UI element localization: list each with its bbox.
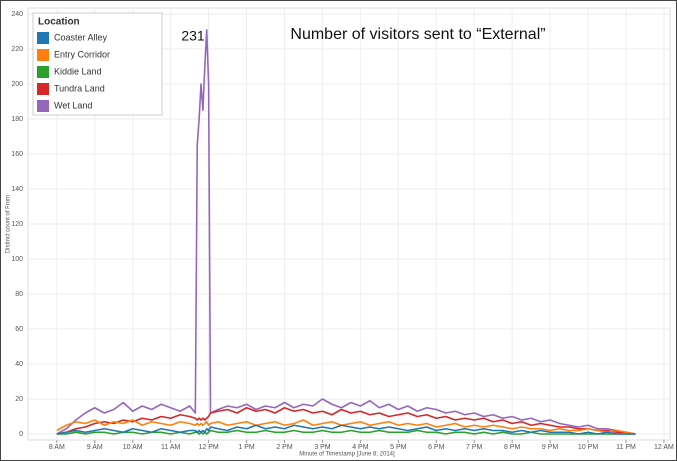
x-tick-label: 10 AM [123,444,143,451]
series-line [56,424,636,435]
y-tick-label: 80 [15,291,23,298]
chart-title: Number of visitors sent to “External” [290,26,545,43]
y-axis-label: Distinct count of From [6,195,12,253]
x-tick-label: 12 AM [654,444,674,451]
x-tick-label: 10 PM [578,444,598,451]
x-tick-label: 12 PM [198,444,218,451]
y-tick-label: 40 [15,361,23,368]
series-line [56,28,636,435]
series-line [56,406,636,435]
x-tick-label: 3 PM [314,444,331,451]
y-tick-label: 200 [11,81,23,88]
x-tick-label: 7 PM [466,444,483,451]
series-line [56,419,636,435]
legend-label: Kiddie Land [54,66,102,76]
legend-swatch [37,83,49,95]
legend-box [32,12,163,116]
legend-swatch [37,49,49,61]
y-tick-label: 20 [15,396,23,403]
y-tick-label: 120 [11,221,23,228]
x-tick-label: 4 PM [352,444,369,451]
y-tick-label: 160 [11,151,23,158]
y-tick-label: 240 [11,11,23,18]
x-tick-label: 11 PM [616,444,636,451]
legend-title: Location [38,17,80,28]
legend-label: Entry Corridor [54,49,110,59]
legend-label: Wet Land [54,100,92,110]
x-tick-label: 6 PM [428,444,445,451]
y-tick-label: 0 [19,431,23,438]
x-tick-label: 9 PM [542,444,559,451]
y-tick-label: 220 [11,46,23,53]
x-tick-label: 1 PM [238,444,255,451]
y-tick-label: 100 [11,256,23,263]
legend-label: Coaster Alley [54,32,108,42]
y-tick-label: 180 [11,116,23,123]
x-axis-label: Minute of Timestamp [June 8, 2014] [299,452,395,458]
y-tick-label: 60 [15,326,23,333]
y-tick-label: 140 [11,186,23,193]
legend-swatch [37,100,49,112]
peak-annotation: 231 [181,28,205,44]
legend-swatch [37,32,49,44]
x-tick-label: 8 AM [49,444,65,451]
legend-label: Tundra Land [54,83,105,93]
x-tick-label: 5 PM [390,444,407,451]
legend-swatch [37,66,49,78]
x-tick-label: 11 AM [161,444,180,451]
x-tick-label: 2 PM [276,444,293,451]
series-line [56,429,636,435]
x-tick-label: 9 AM [87,444,103,451]
x-tick-label: 8 PM [504,444,521,451]
